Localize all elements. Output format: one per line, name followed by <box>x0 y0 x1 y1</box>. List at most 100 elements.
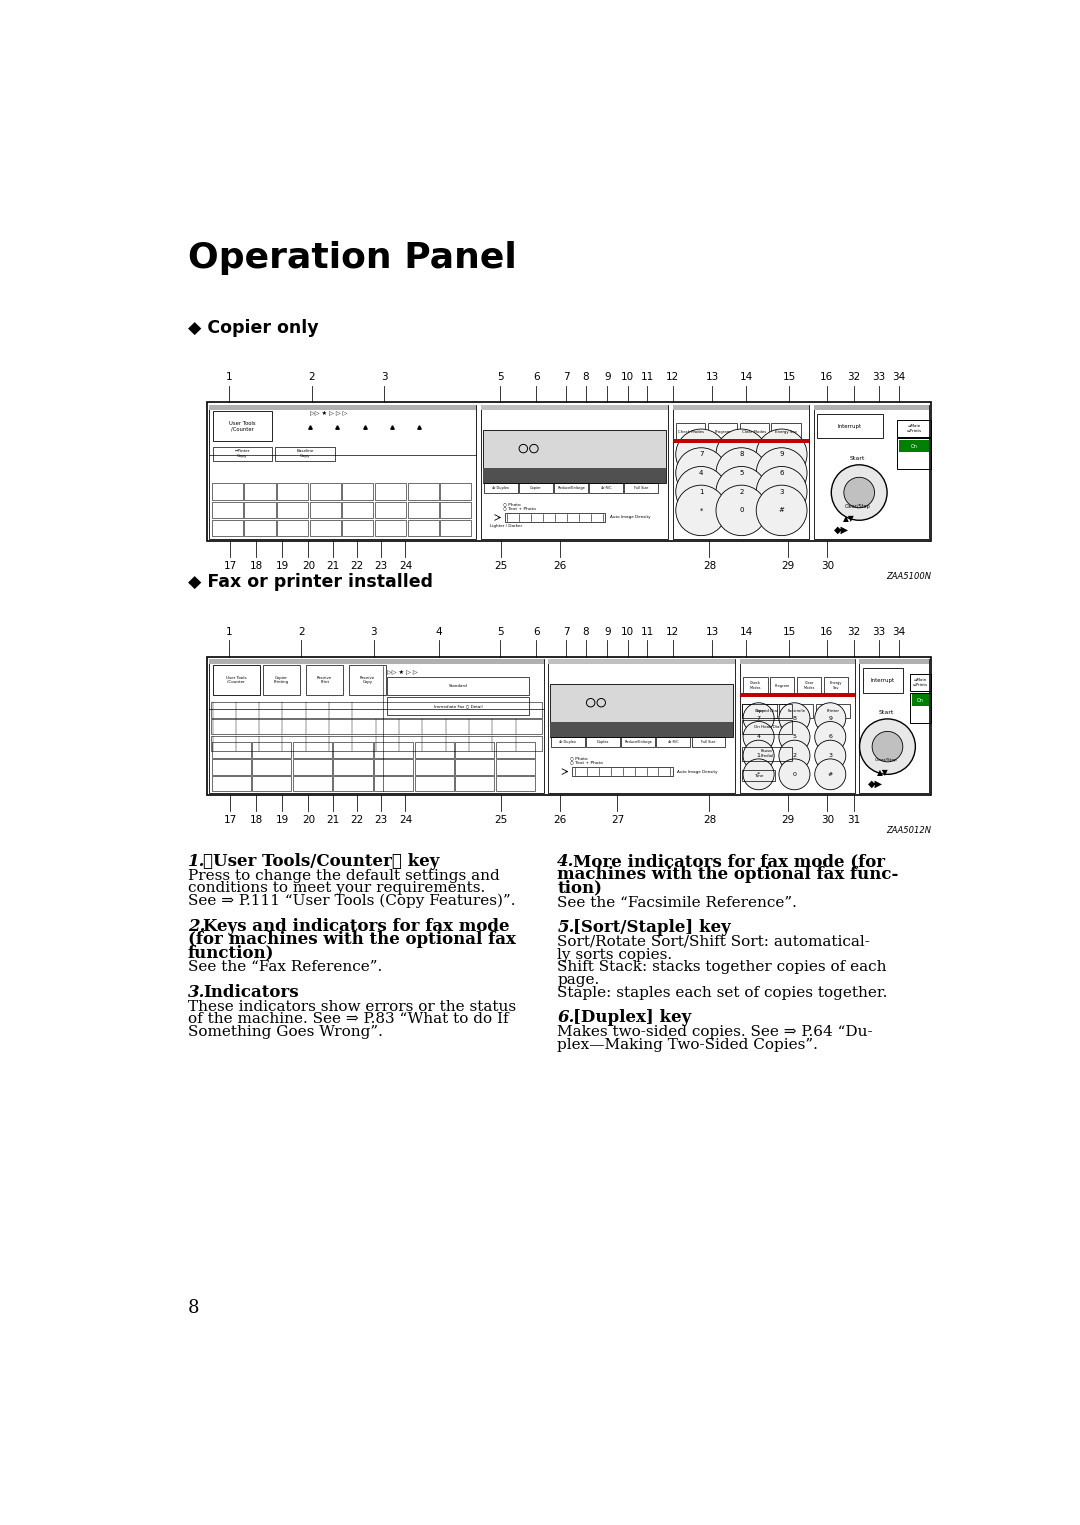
Bar <box>456 743 495 758</box>
Text: On Hook Dial: On Hook Dial <box>754 726 781 729</box>
Bar <box>211 737 542 752</box>
Text: 0: 0 <box>739 508 744 514</box>
Bar <box>910 674 931 691</box>
Text: 18: 18 <box>249 561 262 570</box>
Bar <box>824 677 848 694</box>
Text: ly sorts copies.: ly sorts copies. <box>557 947 673 962</box>
Bar <box>207 403 931 541</box>
Text: 5: 5 <box>497 627 503 636</box>
Text: Energy Sav: Energy Sav <box>775 430 797 433</box>
Text: Program: Program <box>774 683 789 688</box>
Text: 1: 1 <box>226 372 232 383</box>
Text: These indicators show errors or the status: These indicators show errors or the stat… <box>188 999 516 1014</box>
Bar <box>797 677 821 694</box>
Text: [Duplex] key: [Duplex] key <box>572 1010 691 1026</box>
Text: 4x·R/C: 4x·R/C <box>600 485 612 490</box>
Text: conditions to meet your requirements.: conditions to meet your requirements. <box>188 881 485 895</box>
Text: 21: 21 <box>326 816 339 825</box>
Bar <box>278 502 308 518</box>
Bar <box>213 447 272 461</box>
Text: 2: 2 <box>298 627 305 636</box>
Text: 6.: 6. <box>557 1010 575 1026</box>
Text: Energy
Sav: Energy Sav <box>829 682 842 689</box>
Text: Receive
Copy: Receive Copy <box>360 676 375 685</box>
Text: plex—Making Two-Sided Copies”.: plex—Making Two-Sided Copies”. <box>557 1037 819 1052</box>
Text: 25: 25 <box>495 816 508 825</box>
Circle shape <box>756 485 807 535</box>
Text: 4: 4 <box>699 470 703 476</box>
Text: *: * <box>757 772 760 776</box>
Text: 23: 23 <box>374 561 388 570</box>
Text: Receive
Print: Receive Print <box>318 676 333 685</box>
Bar <box>742 747 793 761</box>
Text: 2: 2 <box>739 488 744 494</box>
Text: 26: 26 <box>554 816 567 825</box>
Bar <box>408 520 438 537</box>
Bar <box>456 759 495 775</box>
Bar <box>912 694 930 706</box>
Text: 16: 16 <box>820 627 834 636</box>
Bar <box>586 737 620 747</box>
Bar <box>275 447 335 461</box>
Bar <box>293 743 332 758</box>
Text: 1: 1 <box>757 753 760 758</box>
Text: 8: 8 <box>739 451 744 458</box>
Text: 11: 11 <box>640 627 653 636</box>
Text: 8: 8 <box>188 1299 199 1318</box>
Text: Something Goes Wrong”.: Something Goes Wrong”. <box>188 1025 382 1039</box>
Bar <box>742 720 793 734</box>
Circle shape <box>873 732 903 762</box>
Bar <box>441 502 472 518</box>
Text: Facsimile: Facsimile <box>787 709 806 712</box>
Text: 9: 9 <box>604 627 610 636</box>
Text: 1: 1 <box>226 627 232 636</box>
Text: 【User Tools/Counter】 key: 【User Tools/Counter】 key <box>203 852 440 869</box>
Text: tion): tion) <box>557 880 603 897</box>
Text: 11: 11 <box>640 372 653 383</box>
Text: Duplex: Duplex <box>597 740 609 744</box>
Bar <box>310 483 341 500</box>
Text: 20: 20 <box>301 561 315 570</box>
Text: 9: 9 <box>828 715 833 721</box>
Text: Printer: Printer <box>826 709 839 712</box>
Bar <box>375 520 406 537</box>
Bar <box>415 759 454 775</box>
Text: 12: 12 <box>666 372 679 383</box>
Text: ▲▼: ▲▼ <box>843 514 855 523</box>
Bar <box>310 502 341 518</box>
Circle shape <box>779 740 810 772</box>
Bar <box>496 759 535 775</box>
Circle shape <box>676 467 727 517</box>
Bar <box>387 677 529 695</box>
Text: Full Size: Full Size <box>634 485 648 490</box>
Bar <box>505 514 606 522</box>
Bar <box>253 776 292 791</box>
Circle shape <box>743 721 774 752</box>
Text: 13: 13 <box>705 627 719 636</box>
Text: 27: 27 <box>611 816 624 825</box>
Circle shape <box>814 721 846 752</box>
Bar <box>743 677 768 694</box>
Text: *: * <box>700 508 703 514</box>
Bar <box>293 759 332 775</box>
Bar <box>334 743 373 758</box>
Circle shape <box>676 485 727 535</box>
Bar <box>657 737 690 747</box>
Text: See the “Facsimile Reference”.: See the “Facsimile Reference”. <box>557 895 797 909</box>
Text: 5: 5 <box>793 735 796 740</box>
Bar <box>441 483 472 500</box>
Text: 5: 5 <box>739 470 744 476</box>
Circle shape <box>814 759 846 790</box>
Text: 4x·Duplex: 4x·Duplex <box>491 485 510 490</box>
Text: 18: 18 <box>249 816 262 825</box>
Text: ◆▶: ◆▶ <box>868 779 883 788</box>
Text: 8: 8 <box>582 372 589 383</box>
Bar <box>673 404 809 410</box>
Bar <box>293 776 332 791</box>
Bar <box>342 483 374 500</box>
Text: Interrupt: Interrupt <box>870 677 895 683</box>
Bar <box>212 743 251 758</box>
Bar <box>415 776 454 791</box>
Text: #: # <box>827 772 833 776</box>
Text: 4.: 4. <box>557 852 575 869</box>
